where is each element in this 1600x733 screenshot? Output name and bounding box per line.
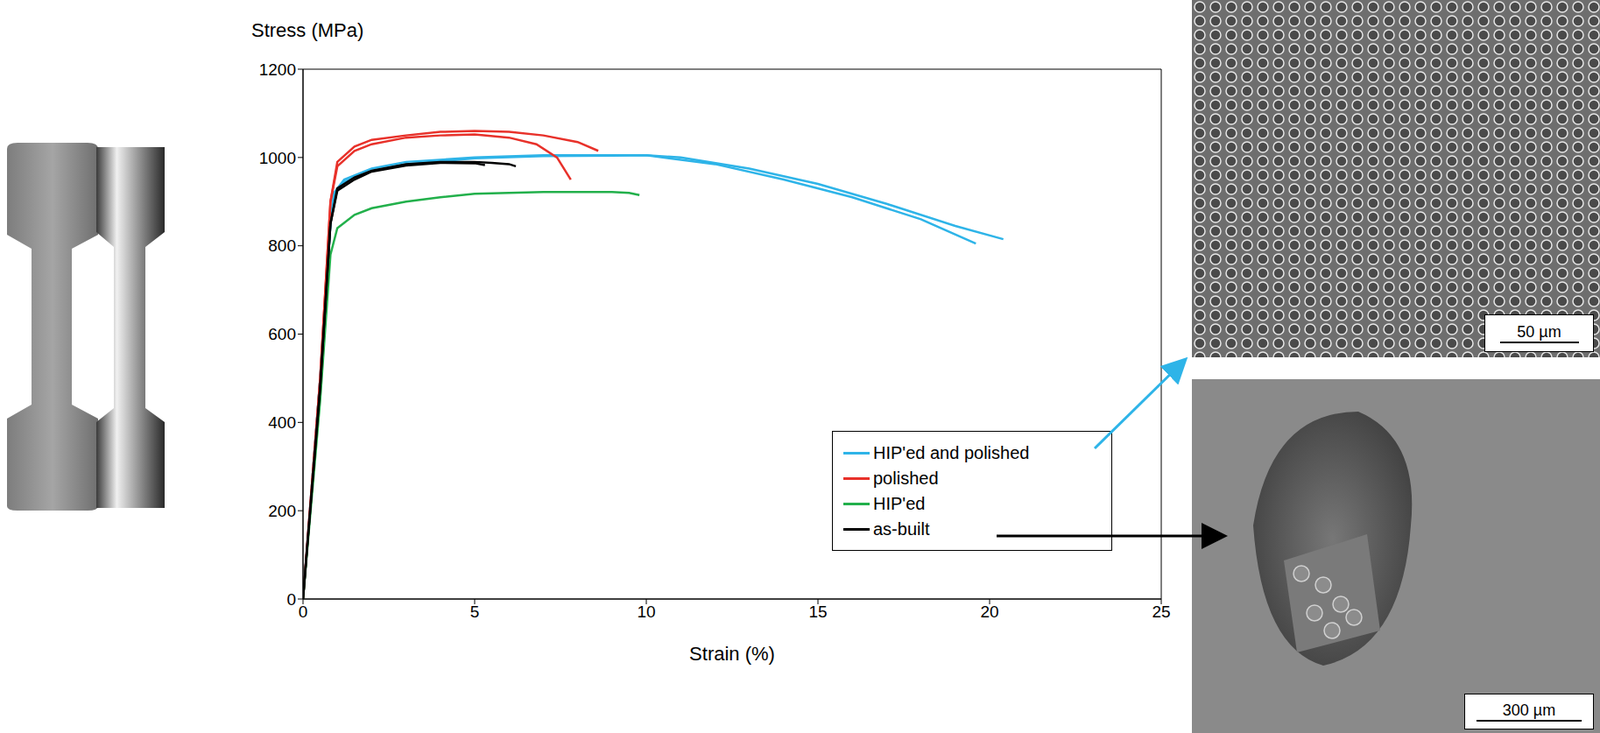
svg-text:15: 15: [808, 602, 827, 621]
svg-text:10: 10: [636, 602, 656, 621]
html-text:300 µm: 300 µm: [1502, 701, 1556, 719]
svg-text:1200: 1200: [259, 60, 297, 79]
svg-text:5: 5: [470, 602, 480, 621]
svg-text:600: 600: [267, 324, 297, 344]
svg-text:800: 800: [267, 236, 297, 255]
svg-text:0: 0: [286, 590, 297, 609]
svg-text:0: 0: [298, 602, 309, 621]
html-text:as-built: as-built: [873, 519, 930, 539]
svg-text:Strain (%): Strain (%): [689, 642, 776, 665]
svg-text:20: 20: [979, 602, 999, 621]
html-text:HIP'ed: HIP'ed: [873, 493, 926, 514]
html-text:Stress (MPa): Stress (MPa): [251, 19, 364, 42]
svg-text:25: 25: [1151, 602, 1171, 621]
svg-text:1000: 1000: [259, 148, 297, 168]
html-text:50 µm: 50 µm: [1517, 323, 1562, 341]
html-text:HIP'ed and polished: HIP'ed and polished: [873, 443, 1030, 463]
svg-text:200: 200: [267, 501, 297, 521]
svg-text:400: 400: [267, 413, 297, 432]
html-text:polished: polished: [873, 468, 939, 488]
